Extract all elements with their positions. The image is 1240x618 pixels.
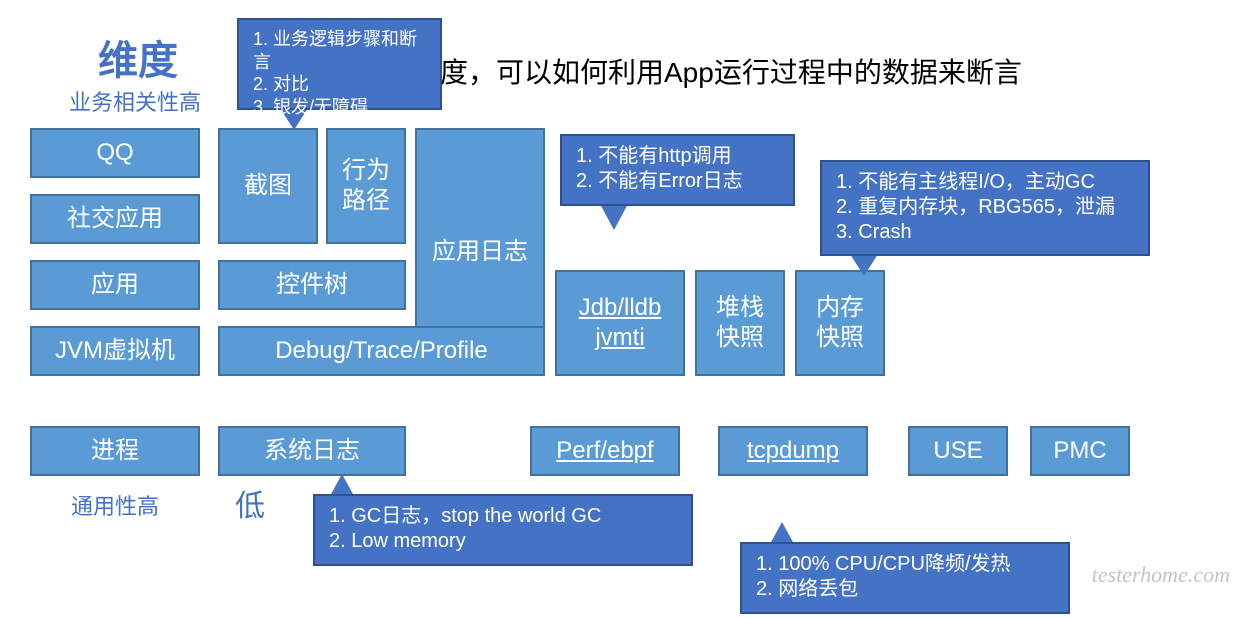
callout-gc-tail: [330, 474, 354, 496]
cell-use: USE: [908, 426, 1008, 476]
cell-jdb-label: Jdb/lldb jvmti: [579, 293, 662, 353]
callout-gc-l2: 2. Low memory: [329, 529, 466, 554]
subtitle-top: 业务相关性高: [40, 88, 230, 118]
callout-http-tail: [600, 204, 628, 230]
cell-mem-snapshot: 内存 快照: [795, 270, 885, 376]
callout-io-tail: [850, 254, 878, 276]
cell-jdb: Jdb/lldb jvmti: [555, 270, 685, 376]
cell-pmc: PMC: [1030, 426, 1130, 476]
cell-tcpdump: tcpdump: [718, 426, 868, 476]
callout-io-l3: 3. Crash: [836, 220, 912, 245]
main-heading: 度，可以如何利用App运行过程中的数据来断言: [440, 52, 1140, 92]
axis-low: 低: [220, 490, 280, 524]
cell-stack-snapshot: 堆栈 快照: [695, 270, 785, 376]
cell-screenshot: 截图: [218, 128, 318, 244]
dim-app: 应用: [30, 260, 200, 310]
dim-social: 社交应用: [30, 194, 200, 244]
callout-io-l1: 1. 不能有主线程I/O，主动GC: [836, 170, 1095, 195]
callout-io: 1. 不能有主线程I/O，主动GC 2. 重复内存块，RBG565，泄漏 3. …: [820, 160, 1150, 256]
title: 维度: [78, 36, 198, 86]
dim-process: 进程: [30, 426, 200, 476]
callout-http-l1: 1. 不能有http调用: [576, 144, 732, 169]
callout-cpu-l2: 2. 网络丢包: [756, 577, 858, 602]
dim-jvm: JVM虚拟机: [30, 326, 200, 376]
cell-perf: Perf/ebpf: [530, 426, 680, 476]
cell-debug-trace: Debug/Trace/Profile: [218, 326, 545, 376]
cell-behavior-path: 行为 路径: [326, 128, 406, 244]
callout-gc: 1. GC日志，stop the world GC 2. Low memory: [313, 494, 693, 566]
callout-cpu: 1. 100% CPU/CPU降频/发热 2. 网络丢包: [740, 542, 1070, 614]
callout-cpu-tail: [770, 522, 794, 544]
callout-io-l2: 2. 重复内存块，RBG565，泄漏: [836, 195, 1115, 220]
callout-top-l2: 2. 对比: [253, 73, 309, 96]
cell-tcpdump-label: tcpdump: [747, 436, 839, 466]
cell-widget-tree: 控件树: [218, 260, 406, 310]
dim-qq: QQ: [30, 128, 200, 178]
cell-perf-label: Perf/ebpf: [556, 436, 653, 466]
diagram-stage: 维度 业务相关性高 度，可以如何利用App运行过程中的数据来断言 QQ 社交应用…: [0, 0, 1240, 618]
watermark: testerhome.com: [1092, 562, 1230, 588]
callout-http-l2: 2. 不能有Error日志: [576, 169, 743, 194]
callout-top-l1: 1. 业务逻辑步骤和断言: [253, 28, 426, 73]
axis-bottom-left: 通用性高: [50, 490, 180, 524]
callout-top-l3: 3. 银发/无障碍: [253, 96, 368, 119]
callout-top: 1. 业务逻辑步骤和断言 2. 对比 3. 银发/无障碍: [237, 18, 442, 110]
callout-cpu-l1: 1. 100% CPU/CPU降频/发热: [756, 552, 1011, 577]
cell-sys-log: 系统日志: [218, 426, 406, 476]
callout-gc-l1: 1. GC日志，stop the world GC: [329, 504, 601, 529]
callout-http: 1. 不能有http调用 2. 不能有Error日志: [560, 134, 795, 206]
